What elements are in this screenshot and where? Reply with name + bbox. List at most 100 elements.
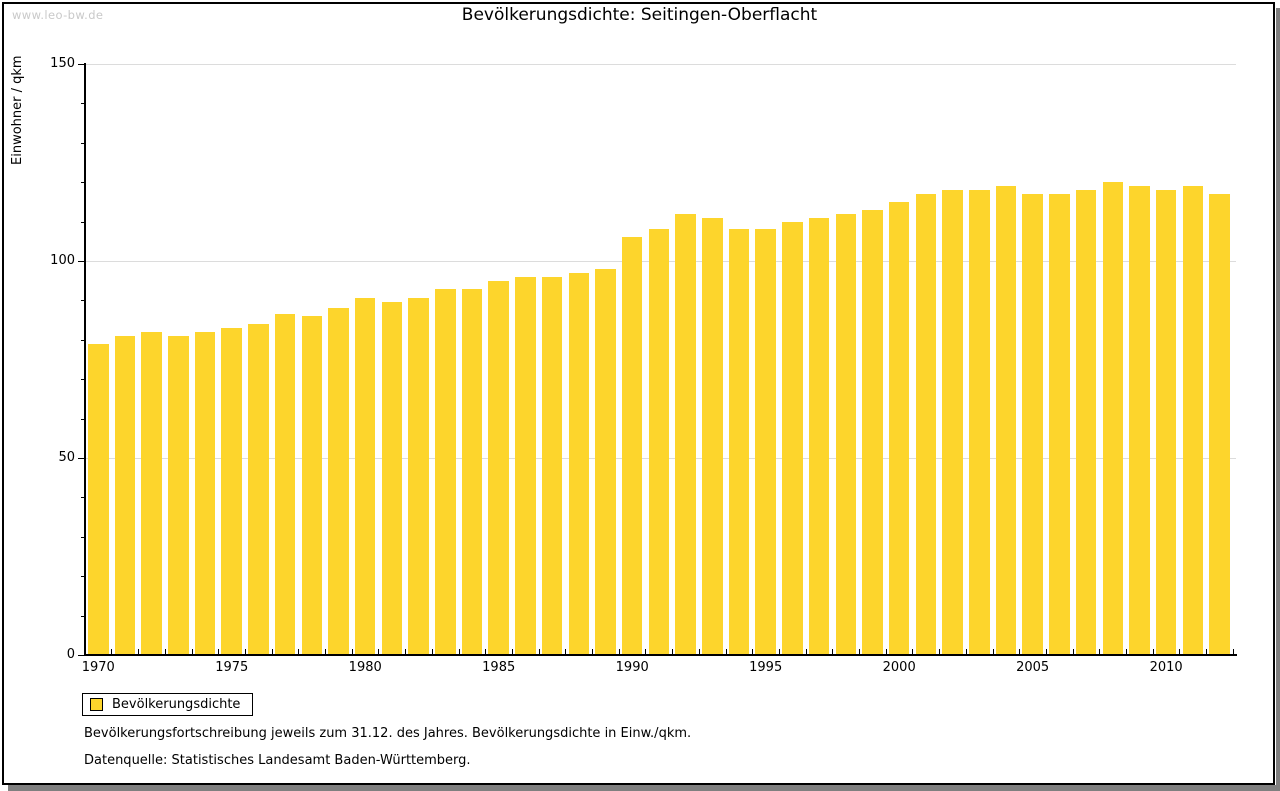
x-tick-12 [405,649,407,655]
x-axis-line [84,654,1237,656]
bar-1980 [354,298,376,655]
bar-2003 [969,190,990,655]
y-major-tick-150 [78,64,85,65]
x-tick-20 [618,649,620,655]
bar-1987 [541,276,563,655]
x-tick-29 [859,649,861,655]
bar-1974 [194,331,216,655]
y-minor-tick-110 [81,221,85,223]
bar-1984 [461,288,483,655]
x-tick-35 [1019,649,1021,655]
bar-1990 [621,237,643,655]
watermark-leo-bw: www.leo-bw.de [12,8,104,22]
x-tick-1 [111,649,113,655]
x-tick-26 [778,649,780,655]
x-tick-32 [939,649,941,655]
x-tick-39 [1126,649,1127,655]
bar-1989 [595,268,616,655]
x-tick-28 [832,649,834,655]
legend-color-swatch [90,698,103,711]
x-tick-43 [1232,649,1234,655]
x-tick-8 [298,649,300,655]
bar-2011 [1182,186,1204,655]
footnote-source-note: Bevölkerungsfortschreibung jeweils zum 3… [84,726,692,741]
footnote-data-source: Datenquelle: Statistisches Landesamt Bad… [84,753,471,768]
y-major-tick-0 [78,655,85,656]
x-tick-17 [538,649,540,655]
x-tick-label-1990: 1990 [615,660,649,675]
x-tick-16 [511,649,513,655]
y-axis-line [84,63,86,656]
x-tick-22 [672,649,674,655]
bar-1998 [835,213,857,655]
bar-2010 [1155,190,1177,655]
bar-1992 [675,213,696,655]
x-tick-23 [698,649,700,655]
bar-2008 [1102,182,1123,655]
y-minor-tick-130 [81,142,85,144]
y-minor-tick-80 [81,339,85,341]
bar-1981 [381,302,403,655]
x-tick-18 [565,649,567,655]
bar-1994 [728,229,750,655]
x-tick-label-1995: 1995 [749,660,783,675]
y-minor-tick-10 [81,615,85,617]
plot-area: 0 50 100 150 1970 1975 1980 1985 1990 1995 2000 200… [4,4,1273,783]
x-tick-9 [325,649,327,655]
x-tick-11 [378,649,380,655]
x-tick-label-2010: 2010 [1149,660,1183,675]
x-tick-2 [138,649,140,655]
bar-2004 [995,186,1017,655]
x-tick-19 [592,649,594,655]
bar-1999 [862,209,883,655]
bar-2000 [888,201,910,655]
x-tick-36 [1045,649,1047,655]
bar-1988 [568,272,590,655]
x-tick-38 [1099,649,1101,655]
x-tick-label-1975: 1975 [215,660,249,675]
bar-2006 [1049,194,1070,655]
y-minor-tick-140 [81,103,85,105]
x-tick-24 [725,649,727,655]
y-minor-tick-20 [81,576,85,578]
x-tick-label-1980: 1980 [348,660,382,675]
x-tick-31 [912,649,914,655]
y-minor-tick-30 [81,536,85,538]
x-tick-label-2005: 2005 [1016,660,1050,675]
x-tick-14 [458,649,460,655]
y-tick-label-150: 150 [50,56,75,71]
bar-1997 [808,217,830,655]
bar-1983 [435,288,456,655]
y-tick-label-50: 50 [58,450,75,465]
x-tick-label-1985: 1985 [482,660,516,675]
bar-1995 [755,229,776,655]
x-tick-42 [1206,649,1208,655]
legend-label: Bevölkerungsdichte [112,697,241,712]
x-tick-25 [752,649,754,655]
x-tick-label-1970: 1970 [81,660,115,675]
x-tick-15 [485,649,487,655]
y-tick-label-100: 100 [50,253,75,268]
y-tick-label-0: 0 [66,647,75,662]
x-tick-30 [885,649,887,655]
x-tick-37 [1072,649,1074,655]
y-minor-tick-70 [81,379,85,381]
bar-2009 [1129,186,1150,655]
x-tick-33 [965,649,967,655]
x-tick-6 [244,649,246,655]
x-tick-13 [431,649,433,655]
window-shadow-bottom [8,785,1280,791]
y-minor-tick-120 [81,182,85,184]
bar-1991 [648,229,670,655]
bar-1985 [488,280,509,655]
window-shadow-right [1276,8,1280,791]
y-major-tick-50 [78,458,85,459]
bar-1977 [274,314,296,655]
x-tick-label-2000: 2000 [882,660,916,675]
y-major-tick-100 [78,261,85,262]
bar-2007 [1075,190,1097,655]
bar-1982 [408,298,429,655]
y-minor-tick-90 [81,300,85,302]
